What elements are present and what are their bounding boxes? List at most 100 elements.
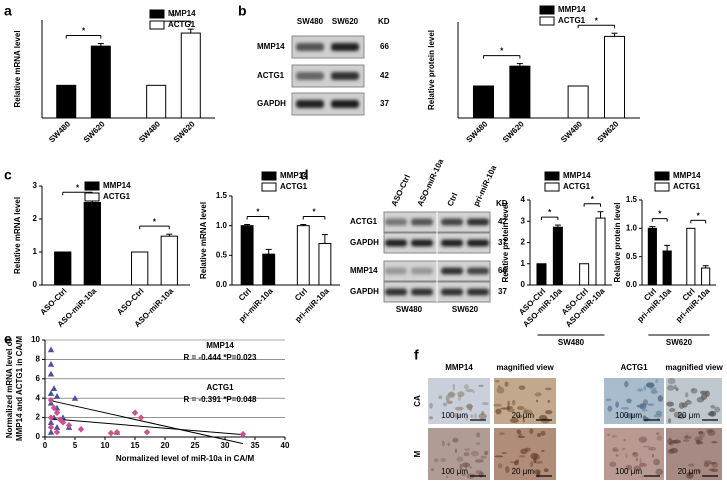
micrograph-texture — [621, 447, 626, 450]
point — [47, 396, 55, 404]
micrograph-texture — [474, 459, 484, 463]
micrograph-texture — [669, 447, 679, 454]
micrograph-texture — [646, 382, 655, 388]
legend-swatch — [149, 9, 165, 19]
blot-band — [411, 267, 433, 275]
micrograph-texture — [469, 466, 472, 469]
kd-value: 66 — [380, 42, 389, 51]
x-tick-label: 5 — [73, 441, 78, 450]
bar — [701, 267, 711, 286]
legend-swatch — [544, 182, 560, 192]
micrograph-texture — [669, 407, 676, 413]
legend-swatch — [539, 5, 555, 15]
blot-band — [385, 288, 407, 296]
scale-bar-label: 20 μm — [512, 467, 535, 476]
y-axis-label: Normalized mRNA level of — [5, 339, 14, 439]
legend-label: ACTG1 — [563, 182, 591, 191]
panel-letter: e — [4, 331, 12, 347]
y-tick-label: 1 — [521, 259, 526, 268]
micrograph-texture — [607, 405, 613, 412]
bar — [90, 45, 111, 119]
legend-swatch — [149, 20, 165, 30]
legend-swatch — [539, 16, 555, 26]
micrograph-texture — [639, 462, 647, 467]
micrograph-texture — [667, 377, 676, 385]
y-tick-label: 0 — [36, 432, 41, 441]
bar — [180, 32, 201, 119]
legend-label: ACTG1 — [673, 182, 701, 191]
micrograph-texture — [463, 452, 470, 457]
scale-bar-label: 20 μm — [512, 411, 535, 420]
x-tick-label: 40 — [281, 441, 290, 450]
row-label: MMP14 — [257, 42, 285, 51]
point — [47, 346, 55, 353]
micrograph-texture — [518, 432, 523, 437]
micrograph-texture — [517, 435, 526, 439]
legend-swatch — [654, 171, 670, 181]
micrograph-texture — [457, 391, 465, 398]
legend-label: MMP14 — [280, 171, 308, 180]
point — [137, 414, 145, 421]
point — [47, 428, 55, 435]
micrograph-texture — [657, 395, 664, 402]
micrograph-texture — [459, 463, 463, 470]
bar — [262, 253, 276, 286]
micrograph-texture — [674, 385, 677, 390]
x-tick-label: 15 — [131, 441, 140, 450]
point — [71, 395, 79, 401]
micrograph-texture — [493, 403, 502, 407]
micrograph-texture — [626, 398, 632, 404]
scale-bar-label: 20 μm — [678, 467, 701, 476]
x-axis-label: Normalized level of miR-10a in CA/M — [116, 454, 255, 463]
micrograph-texture — [464, 448, 471, 451]
micrograph-texture — [438, 395, 443, 400]
micrograph-texture — [466, 403, 473, 411]
micrograph-texture — [666, 401, 675, 407]
significance-star: * — [548, 208, 552, 217]
point — [53, 428, 61, 436]
bar — [686, 227, 696, 286]
micrograph-texture — [615, 454, 619, 457]
micrograph-texture — [499, 432, 505, 435]
micrograph-texture — [516, 429, 522, 434]
legend-swatch — [654, 182, 670, 192]
micrograph-texture — [700, 390, 708, 395]
micrograph-texture — [655, 379, 659, 384]
significance-star: * — [82, 27, 86, 36]
blot-band — [331, 100, 359, 108]
blot-band — [296, 100, 324, 108]
micrograph-texture — [507, 400, 510, 407]
micrograph-texture — [516, 414, 523, 419]
y-tick-label: 6 — [36, 374, 41, 383]
y-tick-label: 2 — [33, 214, 38, 223]
micrograph-texture — [611, 435, 617, 438]
point — [47, 370, 55, 377]
micrograph-texture — [655, 410, 663, 416]
micrograph-texture — [695, 439, 701, 445]
x-tick-label: 30 — [221, 441, 230, 450]
micrograph-texture — [688, 463, 695, 467]
scale-bar-label: 100 μm — [441, 411, 468, 420]
blot-band — [411, 218, 433, 226]
micrograph-texture — [530, 452, 539, 460]
blot-band — [385, 267, 407, 275]
micrograph-texture — [650, 389, 658, 394]
micrograph-texture — [612, 448, 620, 453]
bar — [604, 35, 626, 119]
micrograph-texture — [647, 403, 655, 406]
micrograph-texture — [457, 394, 462, 402]
x-tick-label: 10 — [101, 441, 110, 450]
micrograph-texture — [446, 475, 449, 479]
micrograph-texture — [448, 391, 455, 399]
point — [53, 393, 61, 399]
micrograph-texture — [642, 445, 651, 448]
micrograph-texture — [713, 406, 721, 413]
micrograph-texture — [478, 384, 484, 387]
point — [50, 385, 58, 392]
y-tick-label: 4 — [36, 393, 41, 402]
legend-swatch — [261, 171, 277, 181]
micrograph-texture — [625, 453, 628, 459]
blot-band — [411, 239, 433, 247]
micrograph-texture — [710, 404, 716, 409]
